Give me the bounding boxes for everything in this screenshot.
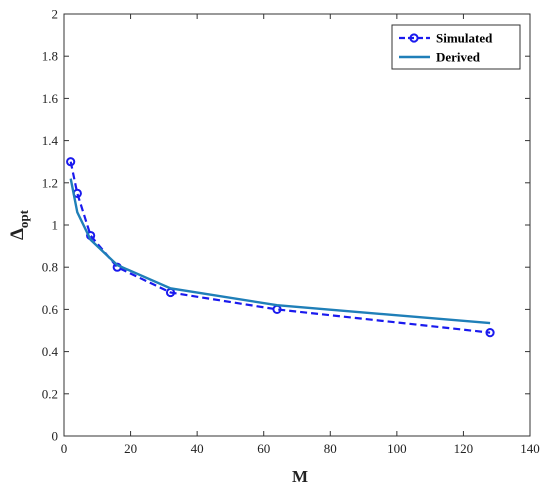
x-tick-label: 60 [257, 441, 270, 456]
legend-box [391, 24, 521, 70]
y-tick-label: 0 [52, 429, 59, 444]
x-tick-label: 0 [61, 441, 68, 456]
x-axis-ticks: 0 20 40 60 80 100 120 140 [61, 14, 540, 456]
y-axis-label: Δopt [7, 209, 31, 240]
y-tick-label: 1.4 [42, 133, 59, 148]
y-tick-label: 1.6 [42, 91, 59, 106]
x-tick-label: 80 [324, 441, 337, 456]
y-tick-label: 0.6 [42, 302, 59, 317]
y-tick-label: 1 [52, 218, 59, 233]
x-tick-label: 20 [124, 441, 137, 456]
y-axis-ticks: 0 0.2 0.4 0.6 0.8 1 1.2 1.4 1.6 1.8 2 [42, 7, 530, 444]
y-axis-label-sub: opt [16, 209, 31, 228]
legend: Simulated Derived [391, 24, 521, 70]
legend-label-derived: Derived [436, 50, 481, 65]
x-axis-label: M [292, 467, 308, 486]
y-tick-label: 2 [52, 7, 59, 22]
y-tick-label: 0.4 [42, 344, 59, 359]
svg-text:Δopt: Δopt [7, 209, 31, 240]
x-tick-label: 100 [387, 441, 407, 456]
x-tick-label: 120 [454, 441, 474, 456]
plot-area [63, 13, 531, 437]
x-tick-label: 140 [520, 441, 540, 456]
y-tick-label: 0.2 [42, 386, 58, 401]
series-line-derived [69, 178, 491, 325]
data-point-simulated [485, 328, 495, 338]
legend-label-simulated: Simulated [436, 31, 493, 46]
plot-frame [63, 13, 531, 437]
series-layer [66, 157, 495, 338]
y-tick-label: 1.8 [42, 49, 58, 64]
y-axis-label-main: Δ [7, 228, 28, 240]
legend-marker-simulated [409, 33, 419, 43]
y-tick-label: 0.8 [42, 260, 58, 275]
x-tick-label: 40 [191, 441, 204, 456]
y-tick-label: 1.2 [42, 175, 58, 190]
data-point-simulated [66, 157, 76, 167]
